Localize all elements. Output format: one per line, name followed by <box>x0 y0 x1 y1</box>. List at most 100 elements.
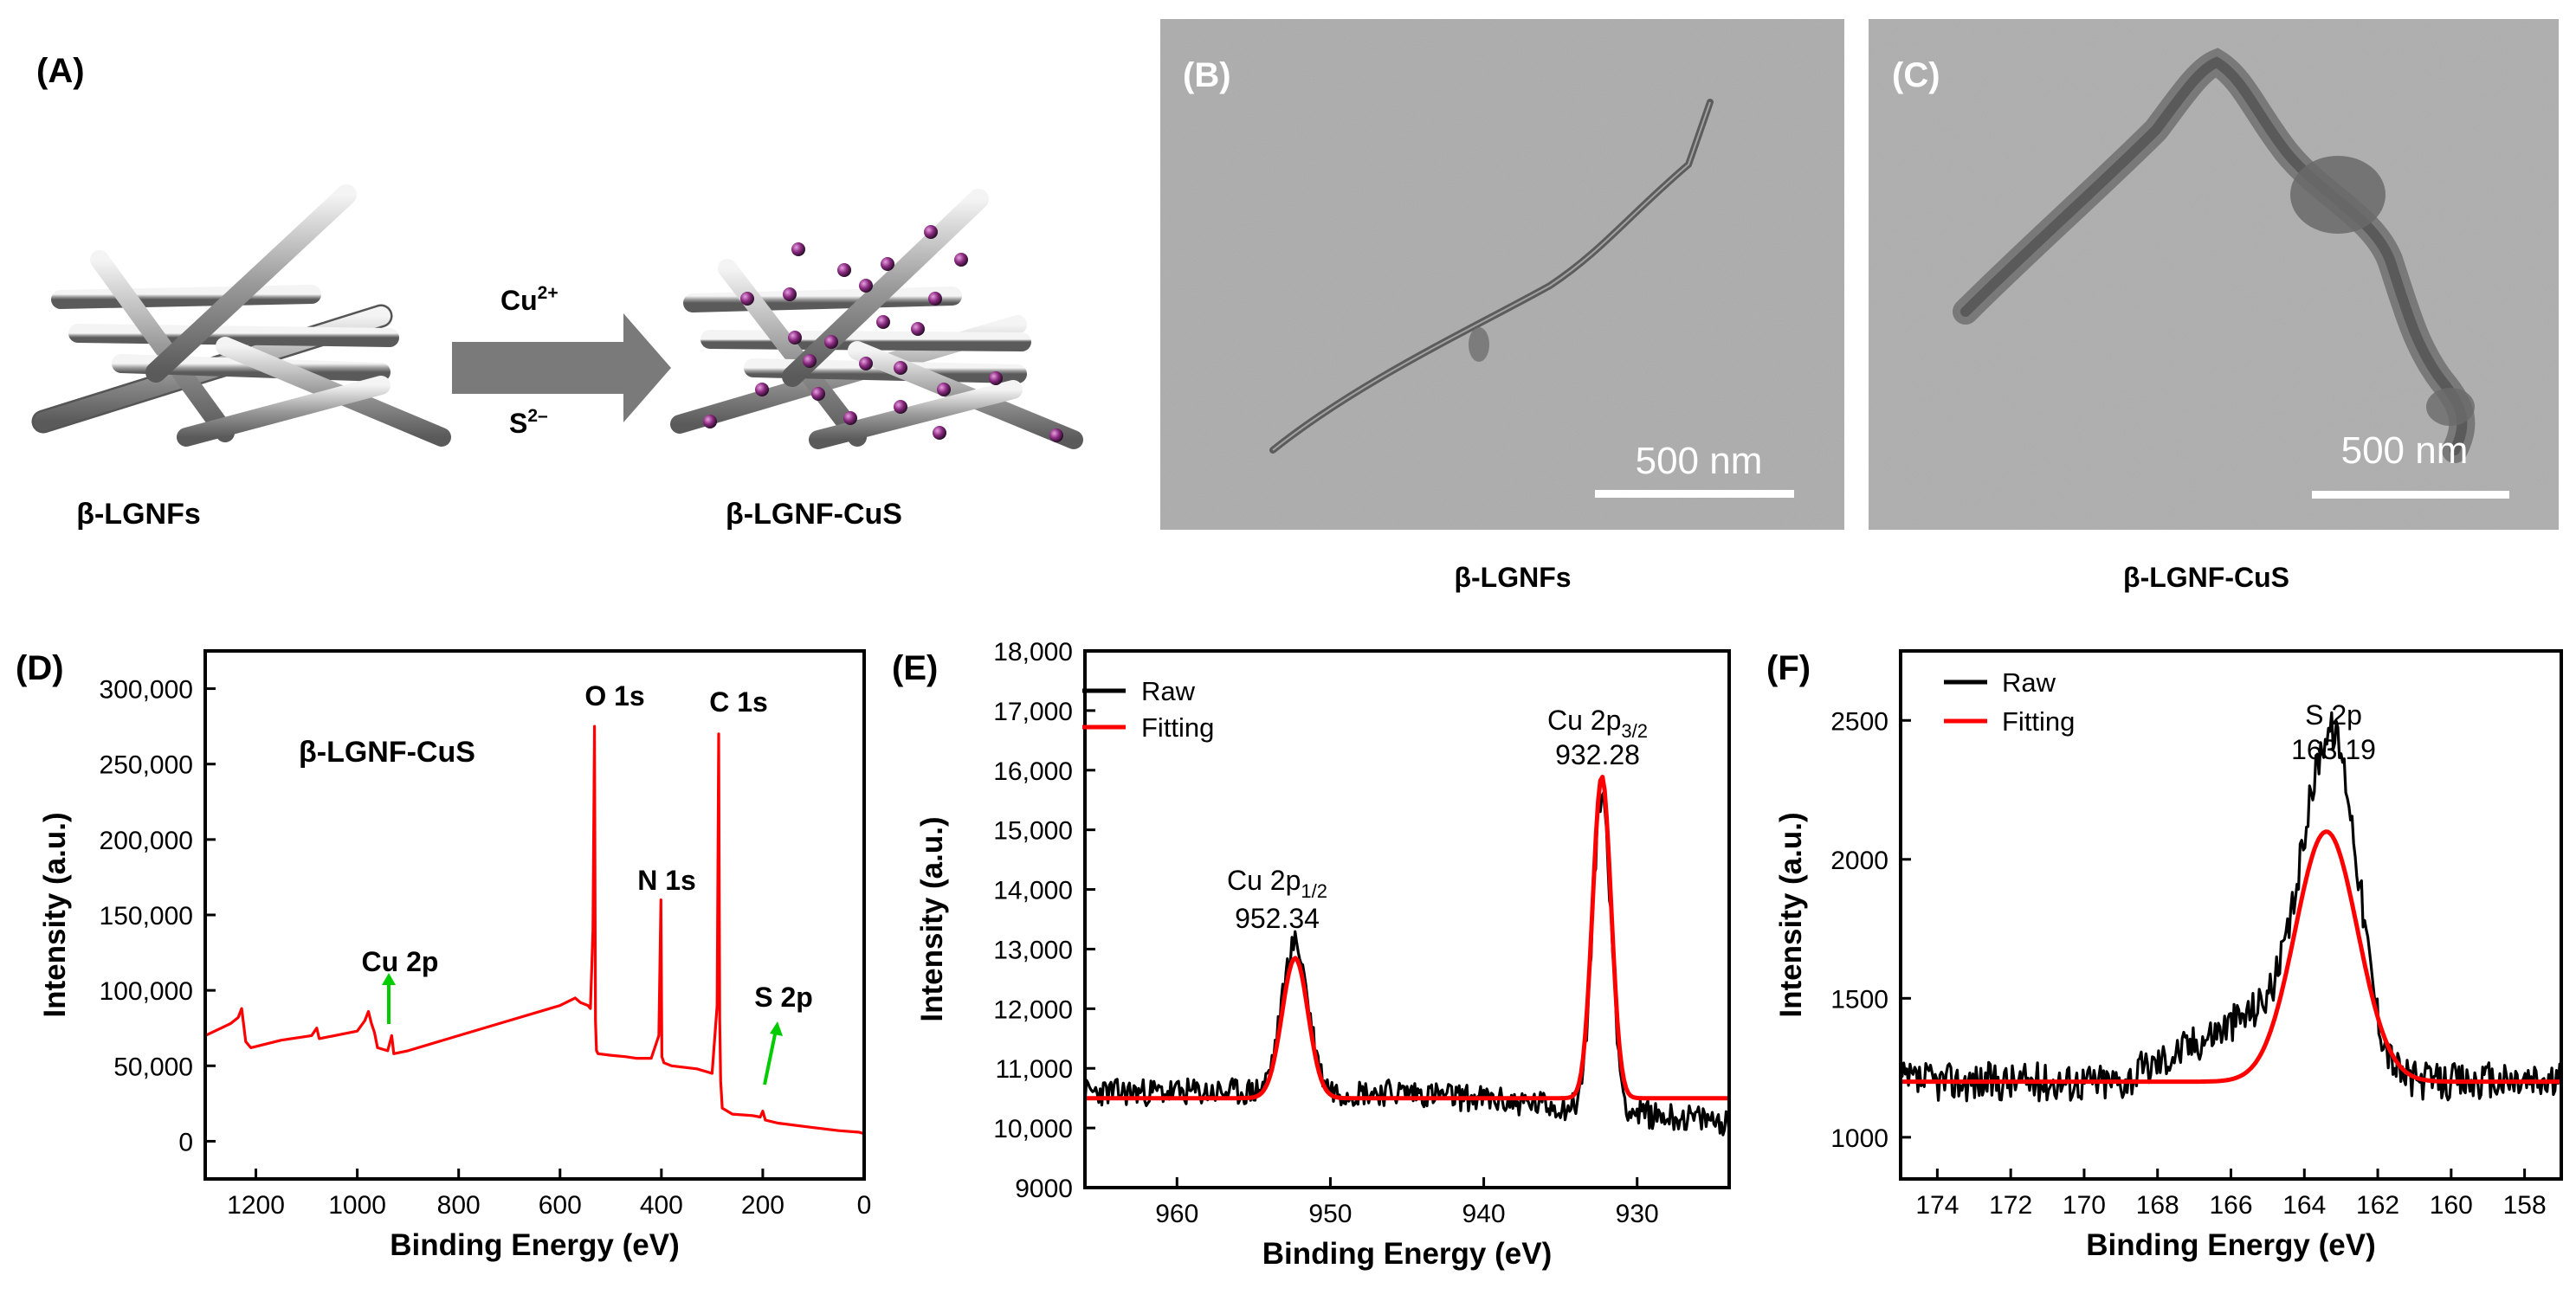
y-tick-label-e: 18,000 <box>993 638 1073 667</box>
annotation-s2p: S 2p <box>754 982 813 1013</box>
legend-f-fitting: Fitting <box>2002 706 2075 737</box>
peak-label-e2: Cu 2p3/2 <box>1547 705 1648 742</box>
inner-title-d: β-LGNF-CuS <box>299 736 475 769</box>
arrow-label-s: S2– <box>509 406 548 439</box>
series-e-raw <box>1083 791 1731 1137</box>
x-tick-label-e: 930 <box>1616 1200 1659 1228</box>
panel-f-letter: (F) <box>1766 649 1811 687</box>
arrow-s2p <box>763 1029 778 1085</box>
nanofibers-illustration <box>31 184 451 447</box>
peak-label-f: S 2p <box>2305 699 2362 731</box>
y-tick-label-e: 10,000 <box>993 1115 1073 1143</box>
plot-frame-e <box>1083 649 1731 1189</box>
scale-label-b: 500 nm <box>1636 440 1763 482</box>
x-tick-label-d: 1200 <box>227 1191 285 1220</box>
chart-f: 174 172 170 168 166 164 162 160 158 1000 1500 2000 2… <box>1774 649 2563 1262</box>
y-tick-label-e: 14,000 <box>993 877 1073 905</box>
y-tick-label-d: 0 <box>178 1128 193 1156</box>
y-tick-label-e: 9000 <box>1015 1175 1073 1203</box>
y-tick-label-d: 250,000 <box>100 751 193 780</box>
panel-b: (B) 500 nm β-LGNFs <box>1160 19 1844 593</box>
panel-e-letter: (E) <box>892 649 938 687</box>
series-f-raw <box>1899 711 2563 1103</box>
x-tick-label-e: 960 <box>1155 1200 1198 1228</box>
annotation-cu2p: Cu 2p <box>362 946 439 977</box>
y-tick-label-f: 2500 <box>1830 707 1888 736</box>
panel-c: (C) 500 nm β-LGNF-CuS <box>1869 19 2559 593</box>
y-tick-label-e: 11,000 <box>995 1055 1073 1084</box>
annotation-o1s: O 1s <box>584 680 644 712</box>
legend-e-raw: Raw <box>1141 676 1196 706</box>
scale-bar-b <box>1595 490 1794 498</box>
peak-value-e2: 932.28 <box>1555 739 1640 770</box>
x-tick-label-d: 200 <box>741 1191 784 1220</box>
x-tick-label-f: 158 <box>2503 1191 2547 1220</box>
y-tick-label-e: 13,000 <box>993 936 1073 964</box>
plot-frame-d <box>203 649 866 1181</box>
y-tick-label-e: 16,000 <box>993 757 1073 786</box>
chart-e: 960 950 940 930 9000 10,000 11,000 12,000 13,000… <box>915 638 1731 1271</box>
panel-a: (A) β-LGNFs Cu2+ S2– <box>31 52 1083 531</box>
x-tick-label-f: 172 <box>1989 1191 2032 1220</box>
x-tick-label-e: 940 <box>1462 1200 1506 1228</box>
caption-b: β-LGNFs <box>1454 562 1571 593</box>
y-tick-label-f: 2000 <box>1830 847 1888 875</box>
annotation-c1s: C 1s <box>709 686 768 718</box>
series-e-fitting <box>1085 775 1729 1101</box>
peak-label-e1: Cu 2p1/2 <box>1227 865 1327 902</box>
x-tick-label-d: 600 <box>539 1191 582 1220</box>
x-tick-label-d: 800 <box>437 1191 481 1220</box>
scale-bar-c <box>2312 491 2509 499</box>
y-tick-label-e: 15,000 <box>993 817 1073 846</box>
annotation-n1s: N 1s <box>637 865 696 896</box>
scale-label-c: 500 nm <box>2341 429 2469 472</box>
y-tick-label-f: 1500 <box>1830 985 1888 1014</box>
series-f-fitting <box>1901 829 2561 1085</box>
label-b-lgnfs-a: β-LGNFs <box>76 498 201 531</box>
x-tick-label-d: 400 <box>640 1191 683 1220</box>
x-tick-label-f: 166 <box>2209 1191 2252 1220</box>
legend-f-raw: Raw <box>2002 667 2056 698</box>
legend-e: Raw Fitting <box>1082 676 1214 743</box>
x-tick-label-f: 170 <box>2063 1191 2106 1220</box>
peak-value-f: 163.19 <box>2291 734 2376 765</box>
x-tick-label-f: 174 <box>1915 1191 1959 1220</box>
y-tick-label-e: 17,000 <box>993 698 1073 726</box>
x-tick-label-d: 0 <box>857 1191 872 1220</box>
x-tick-label-f: 160 <box>2430 1191 2473 1220</box>
x-tick-label-f: 164 <box>2282 1191 2326 1220</box>
panel-f: (F) 174 172 170 168 166 164 162 160 158 1000 1500 2… <box>1766 649 2563 1262</box>
series-d-survey <box>204 725 865 1136</box>
y-tick-label-d: 300,000 <box>100 676 193 705</box>
y-axis-title-f: Intensity (a.u.) <box>1774 812 1808 1017</box>
legend-e-fitting: Fitting <box>1141 712 1214 743</box>
panel-a-letter: (A) <box>36 52 85 90</box>
y-tick-label-d: 50,000 <box>113 1053 193 1081</box>
y-axis-title-e: Intensity (a.u.) <box>915 816 949 1021</box>
x-tick-label-e: 950 <box>1308 1200 1352 1228</box>
y-tick-label-f: 1000 <box>1830 1124 1888 1153</box>
peak-value-e1: 952.34 <box>1235 903 1320 934</box>
x-tick-label-f: 168 <box>2136 1191 2179 1220</box>
chart-d: 1200 1000 800 600 400 200 0 0 50,000 100,000 150,0… <box>38 649 872 1262</box>
panel-c-letter: (C) <box>1892 56 1940 94</box>
x-axis-title-f: Binding Energy (eV) <box>2086 1228 2375 1262</box>
caption-c: β-LGNF-CuS <box>2123 562 2289 593</box>
label-b-lgnf-cus-a: β-LGNF-CuS <box>726 498 902 531</box>
y-axis-title-d: Intensity (a.u.) <box>38 812 72 1017</box>
x-tick-label-f: 162 <box>2356 1191 2399 1220</box>
reaction-arrow <box>452 313 671 422</box>
y-tick-label-d: 200,000 <box>100 827 193 855</box>
panel-b-letter: (B) <box>1183 56 1231 94</box>
panel-d-letter: (D) <box>16 649 64 687</box>
y-tick-label-e: 12,000 <box>993 995 1073 1024</box>
cus-nanofibers-illustration <box>670 189 1083 449</box>
panel-d: (D) 1200 1000 800 600 400 200 0050,000100,0001… <box>16 649 871 1262</box>
x-axis-title-d: Binding Energy (eV) <box>390 1228 679 1262</box>
y-tick-label-d: 100,000 <box>100 977 193 1006</box>
x-tick-label-d: 1000 <box>328 1191 386 1220</box>
panel-e: (E) 960 950 940 930 9000 10,000 11,000 12,000 13… <box>892 638 1731 1271</box>
y-tick-label-d: 150,000 <box>100 902 193 931</box>
nanofiber-c <box>1953 48 2476 463</box>
